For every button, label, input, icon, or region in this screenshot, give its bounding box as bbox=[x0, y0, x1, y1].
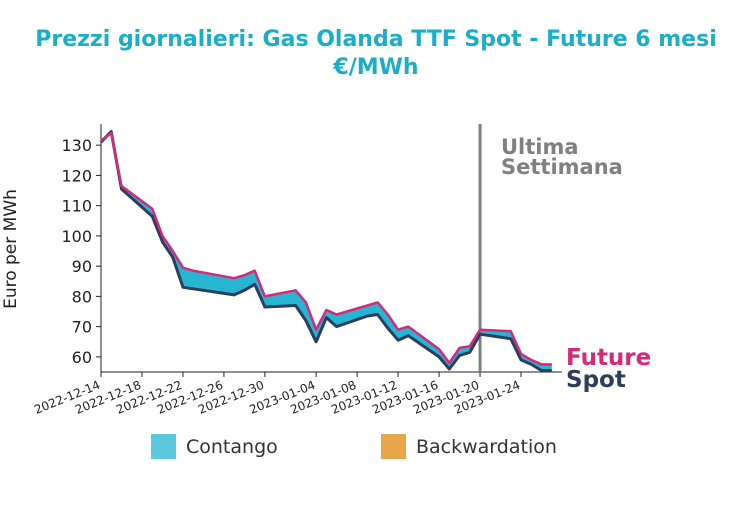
y-tick-label: 130 bbox=[61, 136, 92, 155]
last-week-label-line2: Settimana bbox=[501, 155, 623, 179]
y-tick-label: 120 bbox=[61, 166, 92, 185]
y-tick-label: 80 bbox=[72, 287, 92, 306]
legend-label-backwardation: Backwardation bbox=[416, 436, 557, 458]
y-tick-label: 100 bbox=[61, 227, 92, 246]
chart-title: Prezzi giornalieri: Gas Olanda TTF Spot … bbox=[35, 27, 717, 52]
spot-end-label: Spot bbox=[566, 367, 626, 393]
y-tick-label: 90 bbox=[72, 257, 92, 276]
legend-swatch-backwardation bbox=[381, 434, 406, 459]
axes: 607080901001101201302022-12-142022-12-18… bbox=[32, 124, 562, 417]
legend-swatch-contango bbox=[151, 434, 176, 459]
y-tick-label: 110 bbox=[61, 197, 92, 216]
chart-subtitle: €/MWh bbox=[332, 55, 418, 80]
future-end-label: Future bbox=[566, 345, 651, 371]
y-axis-label: Euro per MWh bbox=[1, 189, 21, 309]
y-tick-label: 70 bbox=[72, 318, 92, 337]
series-lines bbox=[99, 130, 552, 372]
future-line bbox=[100, 131, 552, 366]
last-week-label-line1: Ultima bbox=[501, 135, 579, 159]
legend-label-contango: Contango bbox=[186, 436, 278, 458]
y-tick-label: 60 bbox=[72, 348, 92, 367]
last-week-marker: Ultima Settimana bbox=[478, 124, 623, 372]
spot-line bbox=[99, 130, 552, 372]
legend: Contango Backwardation bbox=[151, 434, 557, 459]
